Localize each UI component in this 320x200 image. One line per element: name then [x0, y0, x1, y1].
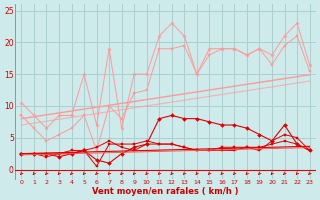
- X-axis label: Vent moyen/en rafales ( km/h ): Vent moyen/en rafales ( km/h ): [92, 187, 239, 196]
